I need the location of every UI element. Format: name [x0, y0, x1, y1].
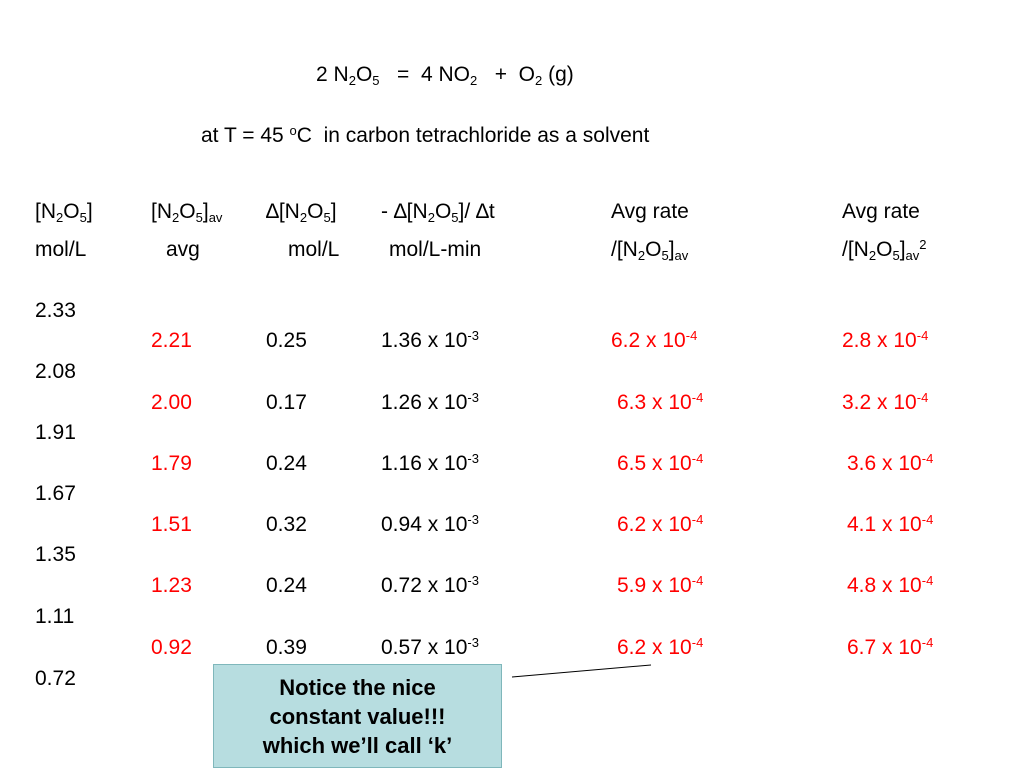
avg-concentration-value: 1.51	[151, 513, 192, 536]
delta-concentration-value: 0.17	[266, 391, 307, 414]
note-callout-box: Notice the nice constant value!!! which …	[213, 664, 502, 768]
note-line-1: Notice the nice	[279, 674, 436, 700]
unit-delta: mol/L	[288, 238, 340, 261]
rate-value: 1.36 x 10-3	[381, 327, 479, 352]
rate-over-conc-squared-value: 3.6 x 10-4	[847, 450, 934, 475]
header-avg-rate-2: Avg rate	[842, 200, 920, 223]
delta-concentration-value: 0.24	[266, 574, 307, 597]
rate-value: 1.16 x 10-3	[381, 450, 479, 475]
unit-avg-rate-1: /[N2O5]av	[611, 238, 689, 264]
rate-over-conc-value: 6.2 x 10-4	[617, 634, 704, 659]
rate-over-conc-value: 5.9 x 10-4	[617, 572, 704, 597]
header-concentration: [N2O5]	[35, 200, 93, 226]
concentration-value: 1.67	[35, 482, 76, 505]
avg-concentration-value: 0.92	[151, 636, 192, 659]
concentration-value: 2.33	[35, 299, 76, 322]
delta-concentration-value: 0.32	[266, 513, 307, 536]
avg-concentration-value: 1.79	[151, 452, 192, 475]
concentration-value: 1.91	[35, 421, 76, 444]
rate-over-conc-value: 6.2 x 10-4	[617, 511, 704, 536]
rate-over-conc-squared-value: 2.8 x 10-4	[842, 327, 929, 352]
rate-value: 1.26 x 10-3	[381, 389, 479, 414]
rate-over-conc-value: 6.2 x 10-4	[611, 327, 698, 352]
avg-concentration-value: 1.23	[151, 574, 192, 597]
rate-value: 0.94 x 10-3	[381, 511, 479, 536]
concentration-value: 1.11	[35, 605, 75, 628]
unit-concentration: mol/L	[35, 238, 87, 261]
unit-rate: mol/L-min	[389, 238, 482, 261]
delta-concentration-value: 0.25	[266, 329, 307, 352]
header-rate: - ∆[N2O5]/ ∆t	[381, 200, 495, 226]
concentration-value: 0.72	[35, 667, 76, 690]
rate-value: 0.72 x 10-3	[381, 572, 479, 597]
delta-concentration-value: 0.24	[266, 452, 307, 475]
header-avg-concentration: [N2O5]av	[151, 200, 223, 226]
reaction-equation: 2 N2O5 = 4 NO2 + O2 (g)	[316, 63, 574, 89]
concentration-value: 2.08	[35, 360, 76, 383]
rate-over-conc-squared-value: 3.2 x 10-4	[842, 389, 929, 414]
rate-over-conc-squared-value: 6.7 x 10-4	[847, 634, 934, 659]
header-avg-rate-1: Avg rate	[611, 200, 689, 223]
rate-over-conc-squared-value: 4.8 x 10-4	[847, 572, 934, 597]
rate-value: 0.57 x 10-3	[381, 634, 479, 659]
avg-concentration-value: 2.21	[151, 329, 192, 352]
note-line-2: constant value!!!	[269, 703, 446, 729]
note-line-3: which we’ll call ‘k’	[262, 732, 453, 758]
header-delta-concentration: ∆[N2O5]	[266, 200, 337, 226]
reaction-conditions: at T = 45 oC in carbon tetrachloride as …	[201, 122, 650, 147]
concentration-value: 1.35	[35, 543, 76, 566]
unit-avg: avg	[166, 238, 200, 261]
rate-over-conc-value: 6.3 x 10-4	[617, 389, 704, 414]
rate-over-conc-squared-value: 4.1 x 10-4	[847, 511, 934, 536]
delta-concentration-value: 0.39	[266, 636, 307, 659]
unit-avg-rate-2: /[N2O5]av2	[842, 236, 927, 264]
rate-over-conc-value: 6.5 x 10-4	[617, 450, 704, 475]
avg-concentration-value: 2.00	[151, 391, 192, 414]
